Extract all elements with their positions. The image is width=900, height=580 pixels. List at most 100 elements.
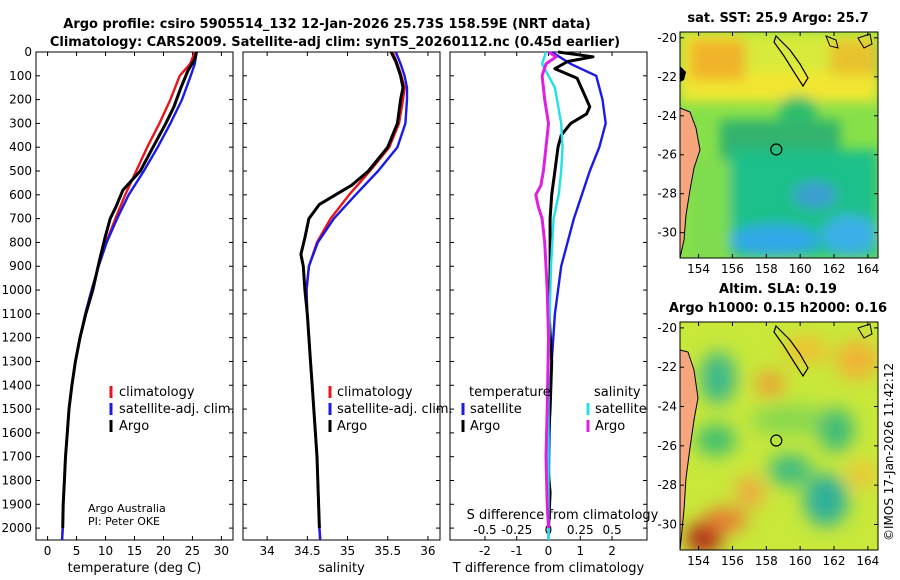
sst-argo-location-marker bbox=[770, 143, 783, 156]
sst-cool-patch1 bbox=[778, 96, 818, 124]
x-tick-label: 2 bbox=[608, 544, 616, 558]
map-x-tick-label: 164 bbox=[856, 262, 879, 276]
sla-eddy-cold1 bbox=[700, 352, 736, 404]
map-y-tick-label: -28 bbox=[657, 187, 677, 201]
salinity-legend: climatology satellite-adj. clim. Argo bbox=[328, 385, 453, 434]
legend-label-t-argo: Argo bbox=[470, 419, 500, 434]
map-x-tick-label: 154 bbox=[687, 262, 710, 276]
sst-cold-mid bbox=[793, 181, 837, 209]
y-tick-label: 200 bbox=[9, 93, 32, 107]
figure-title-line2: Climatology: CARS2009. Satellite-adj cli… bbox=[50, 35, 620, 50]
sla-eddy-warm3 bbox=[835, 340, 878, 380]
y-tick-label: 600 bbox=[9, 188, 32, 202]
sst-hot-ne bbox=[830, 40, 878, 75]
sla-island-newcaledonia bbox=[773, 324, 809, 378]
x-tick-label: 34 bbox=[259, 544, 274, 558]
map-x-tick-label: 162 bbox=[823, 262, 846, 276]
y-tick-label: 1200 bbox=[1, 331, 32, 345]
map-y-tick-label: -28 bbox=[657, 478, 677, 492]
sst-land-bit bbox=[680, 66, 686, 82]
map-x-tick-label: 156 bbox=[721, 554, 744, 568]
sst-island-small bbox=[825, 35, 839, 49]
y-tick-label: 1500 bbox=[1, 402, 32, 416]
y-tick-label: 300 bbox=[9, 116, 32, 130]
plot-area bbox=[242, 51, 441, 541]
plot-area bbox=[35, 51, 234, 541]
map-x-tick-label: 164 bbox=[856, 554, 879, 568]
series-line-salinity-satellite bbox=[540, 51, 564, 540]
legend-label-climatology: climatology bbox=[337, 385, 413, 400]
y-tick-label: 900 bbox=[9, 259, 32, 273]
sst-map-field bbox=[680, 32, 878, 258]
y-tick-label: 1400 bbox=[1, 378, 32, 392]
map-y-tick-label: -30 bbox=[657, 226, 677, 240]
x-tick-label: 25 bbox=[185, 544, 200, 558]
map-x-tick-label: 158 bbox=[755, 554, 778, 568]
sla-map-field bbox=[680, 322, 878, 550]
sla-eddy-warm5 bbox=[848, 461, 876, 489]
y-tick-label: 1700 bbox=[1, 450, 32, 464]
x-tick-label: 35 bbox=[340, 544, 355, 558]
sla-argo-location-marker bbox=[770, 434, 783, 447]
x-axis-label: temperature (deg C) bbox=[68, 561, 202, 576]
sla-eddy-warm1 bbox=[784, 336, 828, 364]
credit-line2: PI: Peter OKE bbox=[88, 515, 160, 528]
y-tick-label: 700 bbox=[9, 212, 32, 226]
figure-title-line1: Argo profile: csiro 5905514_132 12-Jan-2… bbox=[63, 17, 590, 32]
x-tick-label: 36 bbox=[420, 544, 435, 558]
sla-eddy-warm2 bbox=[756, 372, 784, 396]
sla-map-subtitle: Argo h1000: 0.15 h2000: 0.16 bbox=[669, 301, 887, 316]
map-x-tick-label: 158 bbox=[755, 262, 778, 276]
legend-label-s-satellite: satellite bbox=[595, 402, 647, 417]
x2-tick-label: -0.5 bbox=[473, 523, 496, 537]
x-tick-label: 5 bbox=[73, 544, 81, 558]
sst-island-newcaledonia bbox=[773, 34, 809, 88]
difference-legend: temperature salinity satellite Argo sate… bbox=[461, 385, 647, 434]
map-y-tick-label: -30 bbox=[657, 517, 677, 531]
sla-eddy-cold4 bbox=[768, 454, 812, 486]
map-x-tick-label: 156 bbox=[721, 262, 744, 276]
map-y-tick-label: -22 bbox=[657, 70, 677, 84]
salinity-panel: 34 34.5 35 35.5 36 salinity bbox=[242, 51, 441, 576]
x-tick-label: 15 bbox=[127, 544, 142, 558]
sst-hot-nw bbox=[690, 40, 745, 80]
x-axis-label: salinity bbox=[318, 561, 365, 576]
x2-tick-label: 0.5 bbox=[603, 523, 622, 537]
x2-axis-label: S difference from climatology bbox=[467, 508, 659, 523]
difference-panel: -2 -1 0 1 2 T difference from climatology -0.5… bbox=[449, 50, 659, 576]
map-y-tick-label: -24 bbox=[657, 400, 677, 414]
legend-label-s-argo: Argo bbox=[595, 419, 625, 434]
y-tick-label: 1800 bbox=[1, 473, 32, 487]
sla-land-coast bbox=[680, 349, 699, 550]
map-y-tick-label: -24 bbox=[657, 109, 677, 123]
y-tick-label: 500 bbox=[9, 164, 32, 178]
sst-map-frame bbox=[679, 31, 879, 259]
sst-island-ne bbox=[857, 33, 873, 49]
sst-cold-s1 bbox=[730, 224, 820, 256]
legend-label-argo: Argo bbox=[337, 419, 367, 434]
x-tick-label: -1 bbox=[511, 544, 523, 558]
y-tick-label: 2000 bbox=[1, 521, 32, 535]
sla-map-title: Altim. SLA: 0.19 bbox=[719, 282, 837, 297]
sla-eddy-hot-rim bbox=[703, 508, 747, 532]
timestamp-label: ©IMOS 17-Jan-2026 11:42:12 bbox=[882, 363, 896, 541]
sst-map-axes: 154 156 158 160 162 164 -20 -22 -24 -26 -28 -30 bbox=[657, 31, 879, 276]
x-tick-label: 30 bbox=[214, 544, 229, 558]
temperature-legend: climatology satellite-adj. clim. Argo bbox=[109, 385, 235, 434]
sla-eddy-cold2 bbox=[696, 424, 736, 456]
y-tick-label: 1000 bbox=[1, 283, 32, 297]
legend-label-t-satellite: satellite bbox=[470, 402, 522, 417]
map-x-tick-label: 160 bbox=[789, 554, 812, 568]
series-line-temperature-argo bbox=[545, 50, 595, 529]
x-tick-label: 35.5 bbox=[374, 544, 401, 558]
legend-header-temperature: temperature bbox=[469, 385, 551, 400]
y-tick-label: 100 bbox=[9, 69, 32, 83]
x-tick-label: 0 bbox=[44, 544, 52, 558]
sla-eddy-warm4 bbox=[736, 476, 764, 508]
x-tick-label: -2 bbox=[479, 544, 491, 558]
sla-eddy-cold3 bbox=[818, 408, 854, 452]
y-tick-label: 0 bbox=[24, 45, 32, 59]
series-line-argo bbox=[61, 51, 198, 529]
y-tick-label: 800 bbox=[9, 235, 32, 249]
